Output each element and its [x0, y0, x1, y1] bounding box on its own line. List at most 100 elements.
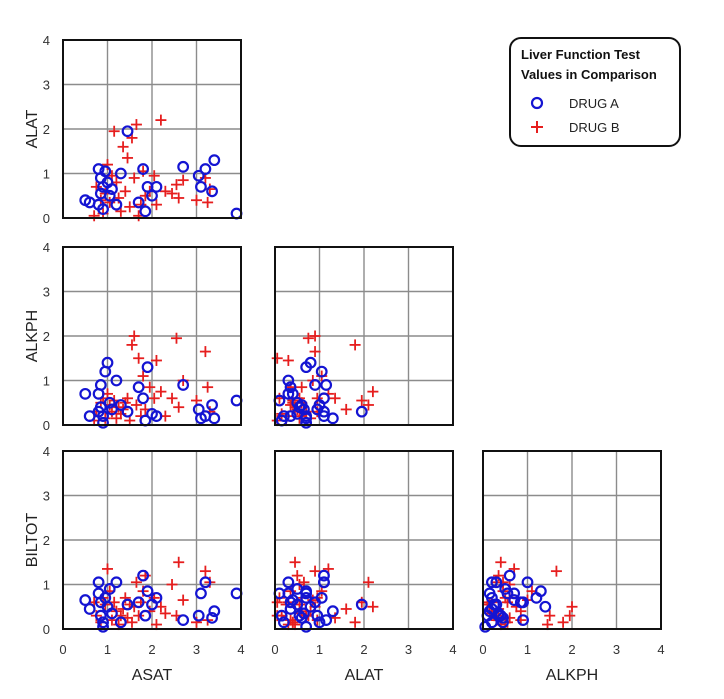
x-tick-label: 0: [479, 642, 486, 657]
point-drug-b: [144, 381, 156, 393]
point-drug-b: [124, 201, 136, 213]
point-drug-b: [133, 610, 145, 622]
panel-frame: [62, 39, 242, 219]
point-drug-a: [83, 603, 96, 615]
point-drug-b: [356, 395, 368, 407]
point-drug-a: [150, 180, 163, 193]
point-drug-a: [311, 609, 324, 622]
y-axis-label: BILTOT: [24, 513, 41, 568]
point-drug-a: [508, 587, 521, 600]
point-drug-a: [282, 576, 295, 589]
x-tick-label: 2: [148, 642, 155, 657]
point-drug-b: [150, 354, 162, 366]
panel-frame: [62, 246, 242, 426]
point-drug-a: [192, 169, 205, 182]
point-drug-a: [99, 165, 112, 178]
point-drug-a: [177, 614, 190, 626]
point-drug-a: [208, 154, 221, 167]
point-drug-a: [150, 591, 163, 604]
point-drug-b: [130, 119, 142, 131]
point-drug-b: [122, 152, 134, 164]
point-drug-b: [544, 610, 556, 622]
panel-biltot-vs-alat: 0 1 2 3 4 ALAT: [271, 450, 457, 684]
point-drug-b: [102, 563, 113, 575]
point-drug-a: [139, 609, 152, 622]
point-drug-a: [313, 616, 326, 629]
point-drug-b: [493, 570, 505, 582]
panel-frame: [274, 246, 454, 426]
point-drug-a: [309, 379, 321, 391]
x-tick-label: 0: [271, 642, 278, 657]
point-drug-b: [133, 352, 145, 364]
point-drug-a: [503, 569, 516, 582]
point-drug-a: [206, 185, 218, 198]
legend-title: Liver Function Test Values in Comparison: [521, 45, 681, 85]
x-tick-label: 0: [59, 642, 66, 657]
point-drug-a: [132, 596, 145, 609]
point-drug-a: [300, 620, 313, 633]
point-drug-b: [564, 610, 576, 622]
panel-frame: [482, 450, 662, 630]
point-drug-a: [121, 598, 134, 611]
point-drug-a: [208, 605, 221, 618]
point-drug-b: [557, 616, 569, 628]
point-drug-b: [130, 399, 142, 411]
point-drug-b: [104, 196, 116, 208]
point-drug-b: [202, 196, 214, 208]
legend-item-drug-b: DRUG B: [525, 117, 620, 137]
point-drug-a: [284, 410, 297, 423]
point-drug-a: [94, 379, 107, 391]
point-drug-a: [121, 405, 134, 418]
point-drug-a: [106, 403, 118, 416]
point-drug-a: [315, 365, 328, 378]
point-drug-b: [119, 592, 131, 604]
point-drug-a: [103, 396, 116, 409]
point-drug-a: [106, 183, 118, 195]
point-drug-a: [150, 410, 163, 423]
point-drug-a: [110, 576, 123, 589]
legend-title-line2: Values in Comparison: [521, 67, 657, 82]
point-drug-b: [367, 386, 379, 398]
y-tick-label: 0: [43, 211, 50, 226]
x-tick-label: 3: [193, 642, 200, 657]
point-drug-b: [296, 381, 308, 393]
point-drug-a: [326, 412, 339, 425]
point-drug-b: [166, 392, 178, 404]
point-drug-a: [139, 205, 152, 218]
x-tick-label: 4: [657, 642, 664, 657]
point-drug-a: [199, 163, 212, 175]
point-drug-b: [191, 194, 202, 206]
point-drug-b: [88, 210, 100, 222]
y-tick-label: 1: [43, 167, 50, 182]
point-drug-a: [137, 163, 150, 175]
x-axis-label: ALKPH: [546, 667, 598, 684]
point-drug-a: [355, 598, 368, 611]
point-drug-b: [148, 392, 160, 404]
y-tick-label: 3: [43, 78, 50, 93]
point-drug-b: [362, 399, 374, 411]
point-drug-b: [191, 616, 202, 628]
point-drug-a: [300, 591, 313, 604]
plus-marker-icon: [531, 121, 543, 133]
panel-frame: [62, 450, 242, 630]
x-tick-label: 3: [613, 642, 620, 657]
point-drug-a: [141, 585, 154, 598]
point-drug-b: [199, 565, 211, 577]
point-drug-a: [177, 379, 190, 391]
point-drug-b: [177, 174, 189, 186]
point-drug-a: [318, 576, 330, 589]
point-drug-a: [97, 620, 109, 633]
y-axis-label: ALKPH: [24, 310, 41, 362]
point-drug-a: [300, 361, 313, 374]
legend-title-line1: Liver Function Test: [521, 47, 640, 62]
legend-label-drug-a: DRUG A: [569, 95, 619, 111]
point-drug-a: [275, 609, 288, 622]
point-drug-b: [309, 565, 321, 577]
point-drug-a: [230, 207, 243, 220]
point-drug-a: [195, 587, 207, 600]
point-drug-b: [340, 603, 352, 615]
point-drug-b: [130, 576, 142, 588]
circle-marker-icon: [530, 96, 544, 110]
point-drug-a: [282, 387, 295, 400]
